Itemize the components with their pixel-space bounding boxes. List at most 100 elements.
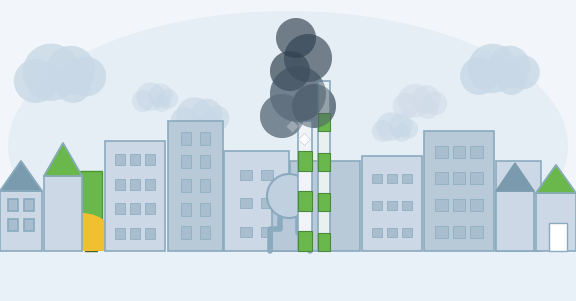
FancyBboxPatch shape: [105, 141, 165, 251]
Polygon shape: [0, 161, 42, 191]
FancyBboxPatch shape: [200, 155, 210, 168]
FancyBboxPatch shape: [435, 199, 448, 211]
FancyBboxPatch shape: [298, 151, 312, 171]
Circle shape: [398, 119, 418, 139]
FancyBboxPatch shape: [130, 154, 141, 166]
FancyBboxPatch shape: [453, 146, 465, 158]
Circle shape: [460, 57, 498, 95]
FancyBboxPatch shape: [262, 198, 273, 208]
Circle shape: [284, 34, 332, 82]
FancyBboxPatch shape: [435, 172, 448, 184]
FancyBboxPatch shape: [181, 226, 191, 239]
FancyBboxPatch shape: [318, 193, 330, 211]
FancyBboxPatch shape: [470, 172, 483, 184]
FancyBboxPatch shape: [453, 226, 465, 238]
FancyBboxPatch shape: [145, 228, 156, 239]
FancyBboxPatch shape: [372, 174, 382, 183]
FancyBboxPatch shape: [496, 191, 534, 251]
FancyBboxPatch shape: [372, 201, 382, 210]
FancyBboxPatch shape: [130, 203, 141, 214]
Ellipse shape: [8, 11, 568, 281]
FancyBboxPatch shape: [8, 219, 18, 231]
FancyBboxPatch shape: [372, 228, 382, 237]
Circle shape: [372, 120, 394, 142]
FancyBboxPatch shape: [24, 199, 34, 211]
Circle shape: [158, 89, 178, 109]
FancyBboxPatch shape: [318, 233, 330, 251]
Circle shape: [398, 84, 431, 118]
FancyBboxPatch shape: [386, 201, 397, 210]
Circle shape: [412, 85, 441, 114]
Circle shape: [424, 92, 448, 115]
Circle shape: [267, 174, 311, 218]
Circle shape: [67, 57, 106, 96]
Circle shape: [56, 68, 91, 103]
FancyBboxPatch shape: [318, 153, 330, 171]
Circle shape: [488, 45, 530, 87]
Circle shape: [260, 94, 304, 138]
FancyBboxPatch shape: [181, 179, 191, 192]
FancyBboxPatch shape: [115, 179, 126, 190]
FancyBboxPatch shape: [298, 121, 312, 251]
Circle shape: [270, 51, 310, 91]
Polygon shape: [496, 163, 534, 191]
FancyBboxPatch shape: [318, 81, 330, 251]
FancyBboxPatch shape: [435, 226, 448, 238]
FancyBboxPatch shape: [181, 155, 191, 168]
Circle shape: [388, 113, 412, 138]
FancyBboxPatch shape: [200, 226, 210, 239]
FancyBboxPatch shape: [24, 219, 34, 231]
FancyBboxPatch shape: [262, 227, 273, 237]
FancyBboxPatch shape: [200, 179, 210, 192]
Circle shape: [153, 95, 170, 112]
FancyBboxPatch shape: [298, 231, 312, 251]
FancyBboxPatch shape: [470, 226, 483, 238]
FancyBboxPatch shape: [401, 174, 412, 183]
FancyBboxPatch shape: [200, 132, 210, 145]
FancyBboxPatch shape: [453, 199, 465, 211]
FancyBboxPatch shape: [168, 121, 223, 251]
FancyBboxPatch shape: [262, 169, 273, 180]
Circle shape: [270, 66, 326, 122]
FancyBboxPatch shape: [224, 151, 289, 251]
FancyBboxPatch shape: [290, 161, 360, 251]
Ellipse shape: [0, 231, 576, 301]
Circle shape: [22, 44, 80, 101]
FancyBboxPatch shape: [272, 206, 307, 251]
FancyBboxPatch shape: [401, 228, 412, 237]
FancyBboxPatch shape: [401, 201, 412, 210]
Circle shape: [197, 113, 219, 135]
Circle shape: [192, 99, 222, 129]
FancyBboxPatch shape: [0, 221, 576, 301]
Circle shape: [418, 98, 438, 119]
FancyBboxPatch shape: [435, 146, 448, 158]
FancyBboxPatch shape: [145, 179, 156, 190]
FancyBboxPatch shape: [318, 113, 330, 131]
Circle shape: [506, 55, 540, 89]
FancyBboxPatch shape: [80, 171, 102, 221]
Circle shape: [276, 18, 316, 58]
Wedge shape: [44, 213, 120, 251]
FancyBboxPatch shape: [85, 221, 97, 251]
FancyBboxPatch shape: [240, 198, 252, 208]
Circle shape: [468, 44, 517, 93]
FancyBboxPatch shape: [240, 169, 252, 180]
FancyBboxPatch shape: [145, 154, 156, 166]
FancyBboxPatch shape: [386, 228, 397, 237]
Polygon shape: [44, 143, 82, 176]
FancyBboxPatch shape: [470, 146, 483, 158]
Circle shape: [204, 106, 229, 131]
Circle shape: [284, 34, 332, 82]
Circle shape: [276, 18, 316, 58]
FancyBboxPatch shape: [130, 228, 141, 239]
FancyBboxPatch shape: [470, 199, 483, 211]
Circle shape: [393, 124, 410, 142]
FancyBboxPatch shape: [386, 174, 397, 183]
FancyBboxPatch shape: [115, 203, 126, 214]
Circle shape: [292, 84, 336, 128]
FancyBboxPatch shape: [496, 161, 541, 251]
FancyBboxPatch shape: [298, 191, 312, 211]
FancyBboxPatch shape: [130, 179, 141, 190]
Circle shape: [176, 97, 213, 134]
FancyBboxPatch shape: [8, 199, 18, 211]
